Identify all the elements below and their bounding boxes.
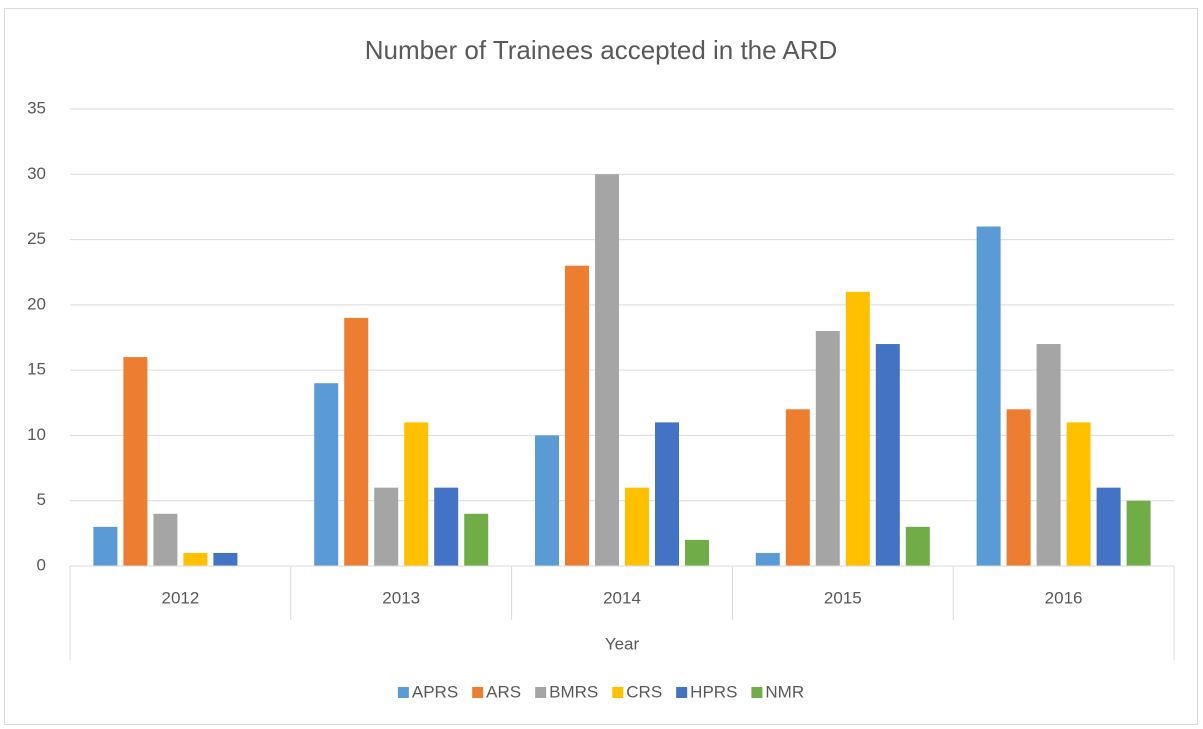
bar <box>976 226 1001 566</box>
y-tick-label: 25 <box>27 229 46 248</box>
bar <box>344 317 369 566</box>
bar <box>153 513 178 566</box>
bar <box>755 552 780 566</box>
legend-swatch <box>535 687 547 698</box>
bar <box>785 409 810 566</box>
bar <box>535 435 559 566</box>
bar <box>565 265 589 566</box>
bar <box>183 552 208 566</box>
x-tick-label: 2015 <box>824 588 862 607</box>
bar <box>815 330 840 566</box>
bar <box>404 422 429 566</box>
bar <box>93 526 118 566</box>
x-tick-label: 2013 <box>382 588 420 607</box>
bar <box>123 357 148 566</box>
bar <box>1036 344 1061 566</box>
legend-label: APRS <box>412 682 458 701</box>
legend-label: CRS <box>626 682 662 701</box>
bar <box>685 539 709 566</box>
x-tick-label: 2012 <box>161 588 199 607</box>
bar <box>875 344 900 566</box>
bar <box>845 291 870 566</box>
bar <box>595 174 619 567</box>
legend-swatch <box>397 687 409 698</box>
y-tick-label: 35 <box>27 98 46 117</box>
legend-swatch <box>612 687 624 698</box>
bar <box>625 487 649 566</box>
bar <box>314 383 339 566</box>
bar <box>213 552 238 566</box>
bar <box>905 526 930 566</box>
bar <box>655 422 679 566</box>
y-tick-label: 15 <box>27 360 46 379</box>
bar <box>1066 422 1091 566</box>
legend-label: HPRS <box>690 682 737 701</box>
bar <box>374 487 399 566</box>
bar <box>1006 409 1031 566</box>
x-tick-label: 2016 <box>1045 588 1083 607</box>
x-axis-title: Year <box>605 634 640 653</box>
bar <box>1096 487 1121 566</box>
y-tick-label: 30 <box>27 164 46 183</box>
y-tick-label: 0 <box>37 555 46 574</box>
y-tick-label: 10 <box>27 425 46 444</box>
bar <box>464 513 489 566</box>
legend-swatch <box>676 687 688 698</box>
chart-title: Number of Trainees accepted in the ARD <box>365 35 838 65</box>
legend-label: BMRS <box>549 682 598 701</box>
legend-swatch <box>472 687 484 698</box>
y-tick-label: 20 <box>27 294 46 313</box>
bar <box>1126 500 1151 566</box>
bar <box>434 487 459 566</box>
x-tick-label: 2014 <box>603 588 641 607</box>
legend-label: ARS <box>486 682 521 701</box>
legend-swatch <box>751 687 763 698</box>
y-tick-label: 5 <box>37 490 46 509</box>
legend-label: NMR <box>765 682 804 701</box>
